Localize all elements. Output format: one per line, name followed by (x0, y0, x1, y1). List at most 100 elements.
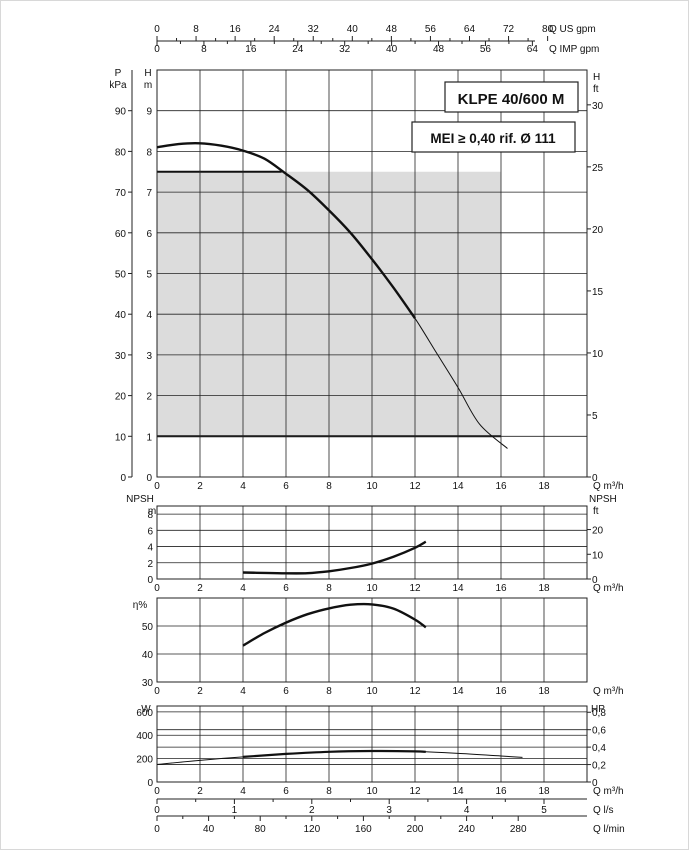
imp-gpm-tick-48: 48 (433, 44, 445, 55)
imp-gpm-tick-16: 16 (245, 44, 257, 55)
npsh-plot-border (156, 505, 588, 580)
us-gpm-tick-24: 24 (269, 24, 281, 35)
title-box (444, 81, 579, 113)
h-ytick-kpa-40: 40 (115, 310, 127, 321)
us-gpm-tick-40: 40 (347, 24, 359, 35)
lmin-tick-240: 240 (458, 824, 475, 835)
power-xtick-18: 18 (538, 786, 550, 797)
eta-curve (242, 602, 427, 647)
npsh-ytick-8: 8 (147, 510, 153, 521)
lmin-tick-40: 40 (203, 824, 215, 835)
h-curve-bold (156, 142, 416, 319)
eta-xtick-16: 16 (495, 686, 507, 697)
eta-plot-border (156, 597, 588, 683)
h-ytick-m-8: 8 (146, 147, 152, 158)
h-xtick-16: 16 (495, 481, 507, 492)
npsh-ytick-ft-20: 20 (592, 526, 604, 537)
npsh-xtick-2: 2 (197, 583, 203, 594)
h-ytick-m-1: 1 (146, 432, 152, 443)
npsh-ytick-ft-0: 0 (592, 575, 598, 586)
imp-gpm-label: Q IMP gpm (549, 44, 599, 55)
us-gpm-tick-48: 48 (386, 24, 398, 35)
power-curve-thin (156, 750, 523, 765)
power-ytick-hp-0,6: 0,6 (592, 726, 606, 737)
eta-ytick-50: 50 (142, 622, 154, 633)
ls-tick-3: 3 (386, 805, 392, 816)
eta-xtick-14: 14 (452, 686, 464, 697)
h-left-label-kpa: kPa (109, 80, 127, 91)
lmin-tick-80: 80 (255, 824, 267, 835)
imp-gpm-tick-40: 40 (386, 44, 398, 55)
npsh-xtick-0: 0 (154, 583, 160, 594)
eta-xtick-6: 6 (283, 686, 289, 697)
npsh-xtick-14: 14 (452, 583, 464, 594)
npsh-right-label: NPSH (589, 494, 617, 505)
power-ytick-200: 200 (136, 755, 153, 766)
power-ytick-hp-0,2: 0,2 (592, 761, 606, 772)
power-curve-bold (242, 749, 426, 758)
power-ytick-hp-0,4: 0,4 (592, 743, 606, 754)
h-ytick-m-0: 0 (146, 473, 152, 484)
power-ytick-600: 600 (136, 708, 153, 719)
npsh-xtick-6: 6 (283, 583, 289, 594)
imp-gpm-tick-0: 0 (154, 44, 160, 55)
chart-subtitle: MEI ≥ 0,40 rif. Ø 111 (430, 131, 556, 146)
power-plot-border (156, 705, 588, 783)
ls-tick-5: 5 (541, 805, 547, 816)
h-xtick-10: 10 (366, 481, 378, 492)
eta-xtick-12: 12 (409, 686, 421, 697)
us-gpm-tick-16: 16 (230, 24, 242, 35)
power-ytick-400: 400 (136, 731, 153, 742)
npsh-xtick-12: 12 (409, 583, 421, 594)
h-ytick-m-3: 3 (146, 351, 152, 362)
power-ytick-hp-0,8: 0,8 (592, 708, 606, 719)
h-ytick-kpa-80: 80 (115, 147, 127, 158)
npsh-curve (242, 540, 427, 575)
us-gpm-tick-0: 0 (154, 24, 160, 35)
h-ytick-kpa-50: 50 (115, 270, 127, 281)
h-ytick-kpa-20: 20 (115, 392, 127, 403)
ls-tick-4: 4 (464, 805, 470, 816)
power-xtick-10: 10 (366, 786, 378, 797)
us-gpm-tick-32: 32 (308, 24, 320, 35)
h-ytick-kpa-10: 10 (115, 432, 127, 443)
lmin-tick-0: 0 (154, 824, 160, 835)
power-ylabel: W (141, 704, 151, 715)
h-ytick-m-9: 9 (146, 107, 152, 118)
h-right-label-h: H (593, 72, 600, 83)
h-ytick-ft-20: 20 (592, 225, 604, 236)
h-ytick-m-4: 4 (146, 310, 152, 321)
eta-ytick-30: 30 (142, 678, 154, 689)
power-xtick-2: 2 (197, 786, 203, 797)
lmin-tick-160: 160 (355, 824, 372, 835)
npsh-ylabel: NPSH (126, 494, 154, 505)
power-xtick-0: 0 (154, 786, 160, 797)
npsh-ytick-0: 0 (147, 575, 153, 586)
h-xtick-12: 12 (409, 481, 421, 492)
h-xtick-4: 4 (240, 481, 246, 492)
npsh-ytick-2: 2 (147, 559, 153, 570)
h-xlabel: Q m³/h (593, 481, 624, 492)
us-gpm-tick-64: 64 (464, 24, 476, 35)
npsh-xtick-16: 16 (495, 583, 507, 594)
power-xtick-6: 6 (283, 786, 289, 797)
h-ytick-m-2: 2 (146, 392, 152, 403)
npsh-xtick-18: 18 (538, 583, 550, 594)
power-xlabel: Q m³/h (593, 786, 624, 797)
h-ytick-kpa-70: 70 (115, 188, 127, 199)
h-xtick-18: 18 (538, 481, 550, 492)
ls-tick-2: 2 (309, 805, 315, 816)
h-ytick-ft-30: 30 (592, 101, 604, 112)
h-xtick-0: 0 (154, 481, 160, 492)
h-ytick-ft-10: 10 (592, 349, 604, 360)
npsh-xtick-4: 4 (240, 583, 246, 594)
ls-tick-1: 1 (232, 805, 238, 816)
imp-gpm-tick-8: 8 (201, 44, 207, 55)
power-ytick-0: 0 (147, 778, 153, 789)
h-ytick-kpa-90: 90 (115, 107, 127, 118)
h-xtick-8: 8 (326, 481, 332, 492)
h-xtick-14: 14 (452, 481, 464, 492)
npsh-ytick-4: 4 (147, 543, 153, 554)
h-ytick-kpa-0: 0 (120, 473, 126, 484)
h-plot-border (156, 69, 588, 478)
